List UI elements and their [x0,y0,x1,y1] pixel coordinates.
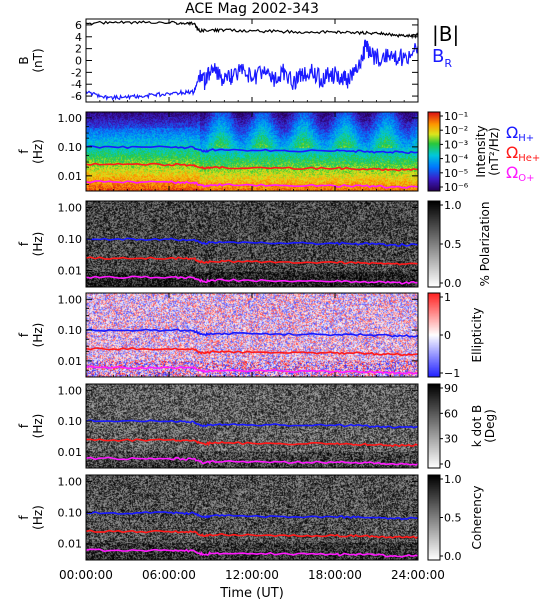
x-axis-label: Time (UT) [219,586,284,600]
x-tick-label: 18:00:00 [308,568,362,582]
colorbar-unit: (nT²/Hz) [487,127,501,175]
colorbar-tick-label: −1 [444,367,460,380]
y-axis-unit: (Hz) [31,414,45,439]
y-axis-label: f [17,149,31,154]
colorbar-tick-label: 60 [444,407,458,420]
colorbar-tick-label: 10⁻² [444,124,468,137]
gyro-legend-o-plus: ΩO+ [506,163,534,184]
gyro-legend-he-plus: ΩHe+ [506,143,540,164]
y-axis-unit: (nT) [31,48,45,72]
colorbar-tick-label: 30 [444,433,458,446]
gyro-legend-symbol: Ω [506,143,518,162]
x-tick-label: 12:00:00 [225,568,279,582]
x-tick-label: 24:00:00 [391,568,445,582]
y-tick-label: 0.10 [58,233,83,246]
y-tick-label: 1.00 [58,384,83,397]
legend-b-magnitude: |B| [432,22,459,46]
colorbar-label: % Polarization [478,202,492,287]
y-axis-label: f [17,515,31,520]
y-axis-unit: (Hz) [31,505,45,530]
colorbar-tick-label: 0.0 [444,277,462,290]
y-tick-label: 1.00 [58,475,83,488]
colorbar-tick-label: 0 [444,329,451,342]
y-axis-label: f [17,423,31,428]
y-tick-label: 0.01 [58,265,83,278]
y-axis-unit: (Hz) [31,323,45,348]
y-tick-label: 1.00 [58,293,83,306]
series-line-b-radial [86,40,418,100]
y-tick-label: 0.10 [58,415,83,428]
colorbar-label: Ellipticity [470,308,484,363]
y-tick-label: 1.00 [58,112,83,125]
y-tick-label: 0.01 [58,355,83,368]
gyro-legend-subscript: He+ [518,153,540,164]
y-axis-label: f [17,241,31,246]
colorbar-label: k dot B [470,405,484,447]
y-tick-label: 0.10 [58,507,83,520]
gyro-legend-subscript: H+ [518,133,534,144]
colorbar-tick-label: 10⁻⁶ [444,181,469,194]
gyro-legend-symbol: Ω [506,123,518,142]
y-tick-label: 0.01 [58,538,83,551]
k-dot-b-colorbar [428,384,440,468]
colorbar-tick-label: 10⁻⁴ [444,153,469,166]
colorbar-tick-label: 0.0 [444,550,462,563]
legend-b-radial: BR [432,46,452,70]
y-tick-label: 0.01 [58,446,83,459]
colorbar-tick-label: 1.0 [444,199,462,212]
coherency-colorbar [428,475,440,560]
polarization-colorbar [428,201,440,287]
y-axis-label: f [17,332,31,337]
gyro-legend-symbol: Ω [506,163,518,182]
ellipticity-colorbar [428,293,440,377]
gyro-legend-h-plus: ΩH+ [506,123,534,144]
colorbar-tick-label: 1.0 [444,473,462,486]
legend-b-radial-subscript: R [444,57,452,70]
colorbar-tick-label: 0.5 [444,512,462,525]
colorbar-tick-label: 1 [444,291,451,304]
colorbar-tick-label: 10⁻³ [444,138,468,151]
gyro-legend-subscript: O+ [518,173,534,184]
legend-b-radial-label: B [432,46,444,67]
intensity-colorbar [428,112,440,191]
x-tick-label: 00:00:00 [59,568,113,582]
y-tick-label: 0.10 [58,324,83,337]
colorbar-tick-label: 0.5 [444,238,462,251]
y-tick-label: 1.00 [58,201,83,214]
y-axis-unit: (Hz) [31,139,45,164]
colorbar-label: Intensity [474,125,488,177]
y-tick-label: 0.01 [58,170,83,183]
y-axis-unit: (Hz) [31,232,45,257]
colorbar-tick-label: 90 [444,382,458,395]
colorbar-unit: (Deg) [483,409,497,443]
y-axis-label: B [17,56,31,64]
colorbar-label: Coherency [470,485,484,549]
colorbar-tick-label: 0 [444,458,451,471]
chart-title: ACE Mag 2002-343 [185,1,319,17]
y-tick-label: 0.10 [58,141,83,154]
y-tick-label: -6 [71,90,82,103]
colorbar-tick-label: 10⁻⁵ [444,167,468,180]
x-tick-label: 06:00:00 [142,568,196,582]
colorbar-tick-label: 10⁻¹ [444,110,468,123]
